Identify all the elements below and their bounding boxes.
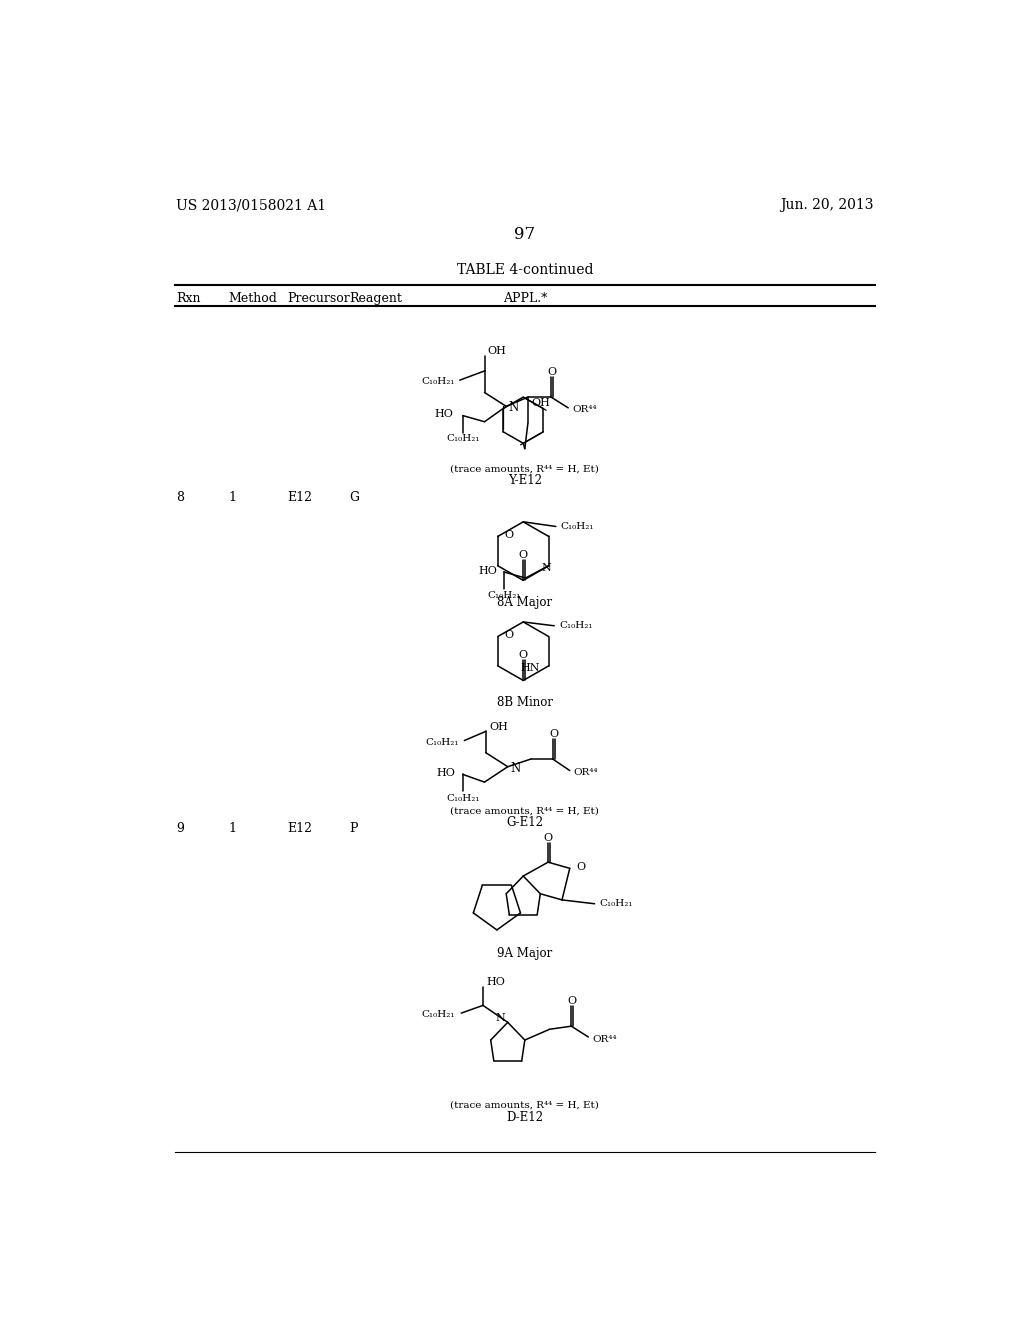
Text: 8A Major: 8A Major <box>498 597 552 610</box>
Text: HO: HO <box>486 977 505 987</box>
Text: G: G <box>349 491 358 504</box>
Text: Y-E12: Y-E12 <box>508 474 542 487</box>
Text: 9: 9 <box>176 822 184 834</box>
Text: (trace amounts, R⁴⁴ = H, Et): (trace amounts, R⁴⁴ = H, Et) <box>451 807 599 816</box>
Text: HO: HO <box>479 566 498 576</box>
Text: O: O <box>544 833 553 842</box>
Text: Method: Method <box>228 293 278 305</box>
Text: O: O <box>548 367 556 376</box>
Text: C₁₀H₂₁: C₁₀H₂₁ <box>422 1010 455 1019</box>
Text: O: O <box>567 995 577 1006</box>
Text: 8: 8 <box>176 491 184 504</box>
Text: O: O <box>504 529 513 540</box>
Text: Reagent: Reagent <box>349 293 401 305</box>
Text: OR⁴⁴: OR⁴⁴ <box>572 405 597 414</box>
Text: C₁₀H₂₁: C₁₀H₂₁ <box>487 591 520 601</box>
Text: OR⁴⁴: OR⁴⁴ <box>592 1035 616 1044</box>
Text: N: N <box>496 1014 506 1023</box>
Text: O: O <box>519 550 527 560</box>
Text: D-E12: D-E12 <box>506 1110 544 1123</box>
Text: O: O <box>575 862 585 871</box>
Text: US 2013/0158021 A1: US 2013/0158021 A1 <box>176 198 327 213</box>
Text: Rxn: Rxn <box>176 293 201 305</box>
Text: O: O <box>519 649 527 660</box>
Text: Jun. 20, 2013: Jun. 20, 2013 <box>780 198 873 213</box>
Text: OH: OH <box>531 399 550 408</box>
Text: 9A Major: 9A Major <box>498 948 552 961</box>
Text: E12: E12 <box>287 491 312 504</box>
Text: E12: E12 <box>287 822 312 834</box>
Text: C₁₀H₂₁: C₁₀H₂₁ <box>425 738 459 747</box>
Text: O: O <box>504 630 513 640</box>
Text: 97: 97 <box>514 226 536 243</box>
Text: C₁₀H₂₁: C₁₀H₂₁ <box>446 434 479 444</box>
Text: C₁₀H₂₁: C₁₀H₂₁ <box>422 378 455 387</box>
Text: 1: 1 <box>228 491 237 504</box>
Text: OH: OH <box>487 346 507 356</box>
Text: N: N <box>509 400 519 413</box>
Text: HO: HO <box>436 768 455 777</box>
Text: N: N <box>511 762 521 775</box>
Text: HN: HN <box>520 663 540 673</box>
Text: P: P <box>349 822 357 834</box>
Text: C₁₀H₂₁: C₁₀H₂₁ <box>446 793 479 803</box>
Text: APPL.*: APPL.* <box>503 293 547 305</box>
Text: HO: HO <box>434 409 454 418</box>
Text: OR⁴⁴: OR⁴⁴ <box>573 768 598 776</box>
Text: C₁₀H₂₁: C₁₀H₂₁ <box>559 622 593 630</box>
Text: O: O <box>549 729 558 739</box>
Text: TABLE 4-continued: TABLE 4-continued <box>457 263 593 277</box>
Text: Precursor: Precursor <box>287 293 349 305</box>
Text: C₁₀H₂₁: C₁₀H₂₁ <box>599 899 633 908</box>
Text: N: N <box>542 564 551 573</box>
Text: (trace amounts, R⁴⁴ = H, Et): (trace amounts, R⁴⁴ = H, Et) <box>451 1101 599 1110</box>
Text: 1: 1 <box>228 822 237 834</box>
Text: (trace amounts, R⁴⁴ = H, Et): (trace amounts, R⁴⁴ = H, Et) <box>451 465 599 473</box>
Text: C₁₀H₂₁: C₁₀H₂₁ <box>560 521 594 531</box>
Text: OH: OH <box>489 722 508 731</box>
Text: G-E12: G-E12 <box>506 816 544 829</box>
Text: 8B Minor: 8B Minor <box>497 696 553 709</box>
